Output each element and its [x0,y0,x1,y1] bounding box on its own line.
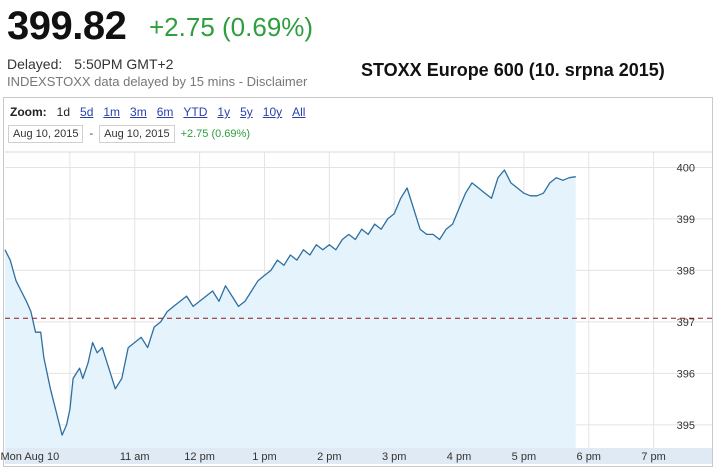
range-to-field[interactable]: Aug 10, 2015 [99,125,175,143]
x-tick-label: 1 pm [252,451,276,463]
zoom-option-all[interactable]: All [292,105,306,119]
range-separator: - [89,128,94,140]
y-tick-label: 395 [677,420,695,432]
series-line [4,169,576,436]
zoom-option-3m[interactable]: 3m [130,105,147,119]
zoom-option-5d[interactable]: 5d [80,105,94,119]
x-axis-band [5,448,712,464]
chart-series [4,169,712,448]
x-tick-label: 6 pm [577,451,601,463]
delayed-time: 5:50PM GMT+2 [74,56,174,72]
x-tick-label: 4 pm [447,451,471,463]
x-tick-label: 5 pm [512,451,536,463]
y-tick-label: 398 [677,265,695,277]
y-tick-label: 400 [677,162,695,174]
zoom-option-10y[interactable]: 10y [262,105,283,119]
current-price: 399.82 [7,4,127,48]
zoom-bar: Zoom: 1d 5d 1m 3m 6m YTD 1y 5y 10y All [10,105,315,119]
price-change: +2.75 (0.69%) [149,12,314,42]
chart-caption: STOXX Europe 600 (10. srpna 2015) [361,60,665,80]
chart-axes: 400 399 398 397 396 395 Mon Aug 10 11 am 12 pm 1 … [1,162,712,464]
x-tick-label: 11 am [120,451,150,463]
zoom-option-6m[interactable]: 6m [156,105,174,119]
range-from-field[interactable]: Aug 10, 2015 [8,125,84,143]
zoom-option-1m[interactable]: 1m [103,105,121,119]
zoom-option-1d[interactable]: 1d [56,105,71,119]
zoom-option-1y[interactable]: 1y [217,105,231,119]
delayed-info: Delayed: 5:50PM GMT+2 [7,56,173,72]
y-tick-label: 397 [677,317,695,329]
zoom-label: Zoom: [10,105,47,119]
delayed-label: Delayed: [7,56,63,72]
zoom-option-5y[interactable]: 5y [240,105,253,119]
source-note: INDEXSTOXX data delayed by 15 mins - Dis… [7,74,308,89]
y-tick-label: 396 [677,368,695,380]
y-tick-label: 399 [677,214,695,226]
range-change: +2.75 (0.69%) [180,128,250,140]
x-tick-label: 2 pm [317,451,341,463]
x-tick-label: 12 pm [184,451,215,463]
x-tick-label: 7 pm [641,451,665,463]
series-area [5,170,576,448]
date-range: Aug 10, 2015 - Aug 10, 2015 +2.75 (0.69%… [8,125,250,143]
x-tick-label: 3 pm [382,451,406,463]
x-tick-label: Mon Aug 10 [1,451,60,463]
zoom-option-ytd[interactable]: YTD [183,105,208,119]
